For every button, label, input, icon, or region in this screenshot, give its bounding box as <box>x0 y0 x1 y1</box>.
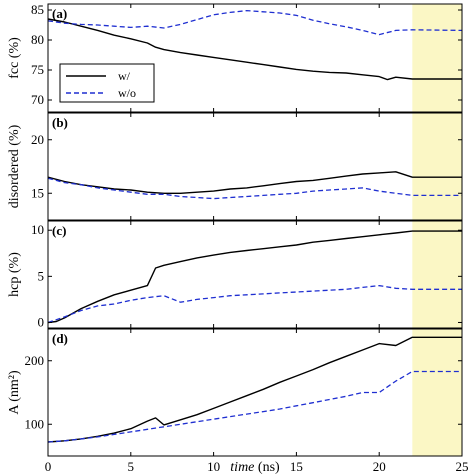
axes-frame <box>47 112 463 221</box>
series-line-without <box>47 284 462 324</box>
x-axis-label-unit: (ns) <box>254 460 280 474</box>
y-tick-label: 5 <box>38 268 45 283</box>
x-axis-label-italic: time <box>230 460 254 474</box>
y-tick-label: 80 <box>31 32 44 47</box>
panel-3: 100 200 (d) A (nm²) 0 5 10 15 20 25 time (ns) <box>7 328 469 474</box>
legend-label: w/o <box>118 86 136 100</box>
y-tick-label: 20 <box>31 132 44 147</box>
panel-label: (c) <box>52 223 66 238</box>
series-line-with <box>47 230 462 324</box>
x-tick-label: 5 <box>128 459 135 474</box>
series-line-with <box>47 171 462 194</box>
legend-box <box>59 63 155 103</box>
shaded-region <box>412 329 462 456</box>
panel-2: 0 5 10 (c) hcp (%) <box>7 220 463 329</box>
y-axis-label: disordered (%) <box>7 124 22 208</box>
panel-label: (b) <box>52 115 68 130</box>
panel-label: (a) <box>52 6 67 21</box>
panel-label: (d) <box>52 331 68 346</box>
legend: w/w/o <box>59 63 155 103</box>
series-line-without <box>47 177 462 200</box>
series-line-with <box>47 18 462 81</box>
y-axis-label: fcc (%) <box>7 37 22 79</box>
x-tick-label: 15 <box>290 459 303 474</box>
y-tick-label: 100 <box>25 416 45 431</box>
y-tick-label: 85 <box>31 2 44 17</box>
legend-label: w/ <box>118 69 131 83</box>
y-tick-label: 10 <box>31 222 44 237</box>
shaded-region <box>412 113 462 220</box>
panel-1: 15 20 (b) disordered (%) <box>7 112 463 221</box>
y-tick-label: 70 <box>31 92 44 107</box>
shaded-region <box>412 4 462 112</box>
y-tick-label: 200 <box>25 353 45 368</box>
x-axis-label: time (ns) <box>230 460 280 474</box>
y-tick-label: 0 <box>38 314 45 329</box>
axes-frame <box>47 3 463 113</box>
y-axis-label: hcp (%) <box>7 252 22 297</box>
x-tick-label: 20 <box>373 459 386 474</box>
series-line-without <box>47 370 462 443</box>
y-tick-label: 75 <box>31 62 44 77</box>
axes-frame <box>47 220 463 329</box>
y-axis-label: A (nm²) <box>7 370 22 415</box>
shaded-region <box>412 221 462 328</box>
x-tick-label: 25 <box>456 459 469 474</box>
x-tick-label: 10 <box>207 459 220 474</box>
axes-frame <box>47 328 463 457</box>
x-tick-label: 0 <box>45 459 52 474</box>
series-line-without <box>47 9 463 36</box>
y-tick-label: 15 <box>31 185 44 200</box>
panel-0: 70 75 80 85 (a) fcc (%) w/w/o <box>7 2 463 113</box>
series-line-with <box>47 336 462 443</box>
